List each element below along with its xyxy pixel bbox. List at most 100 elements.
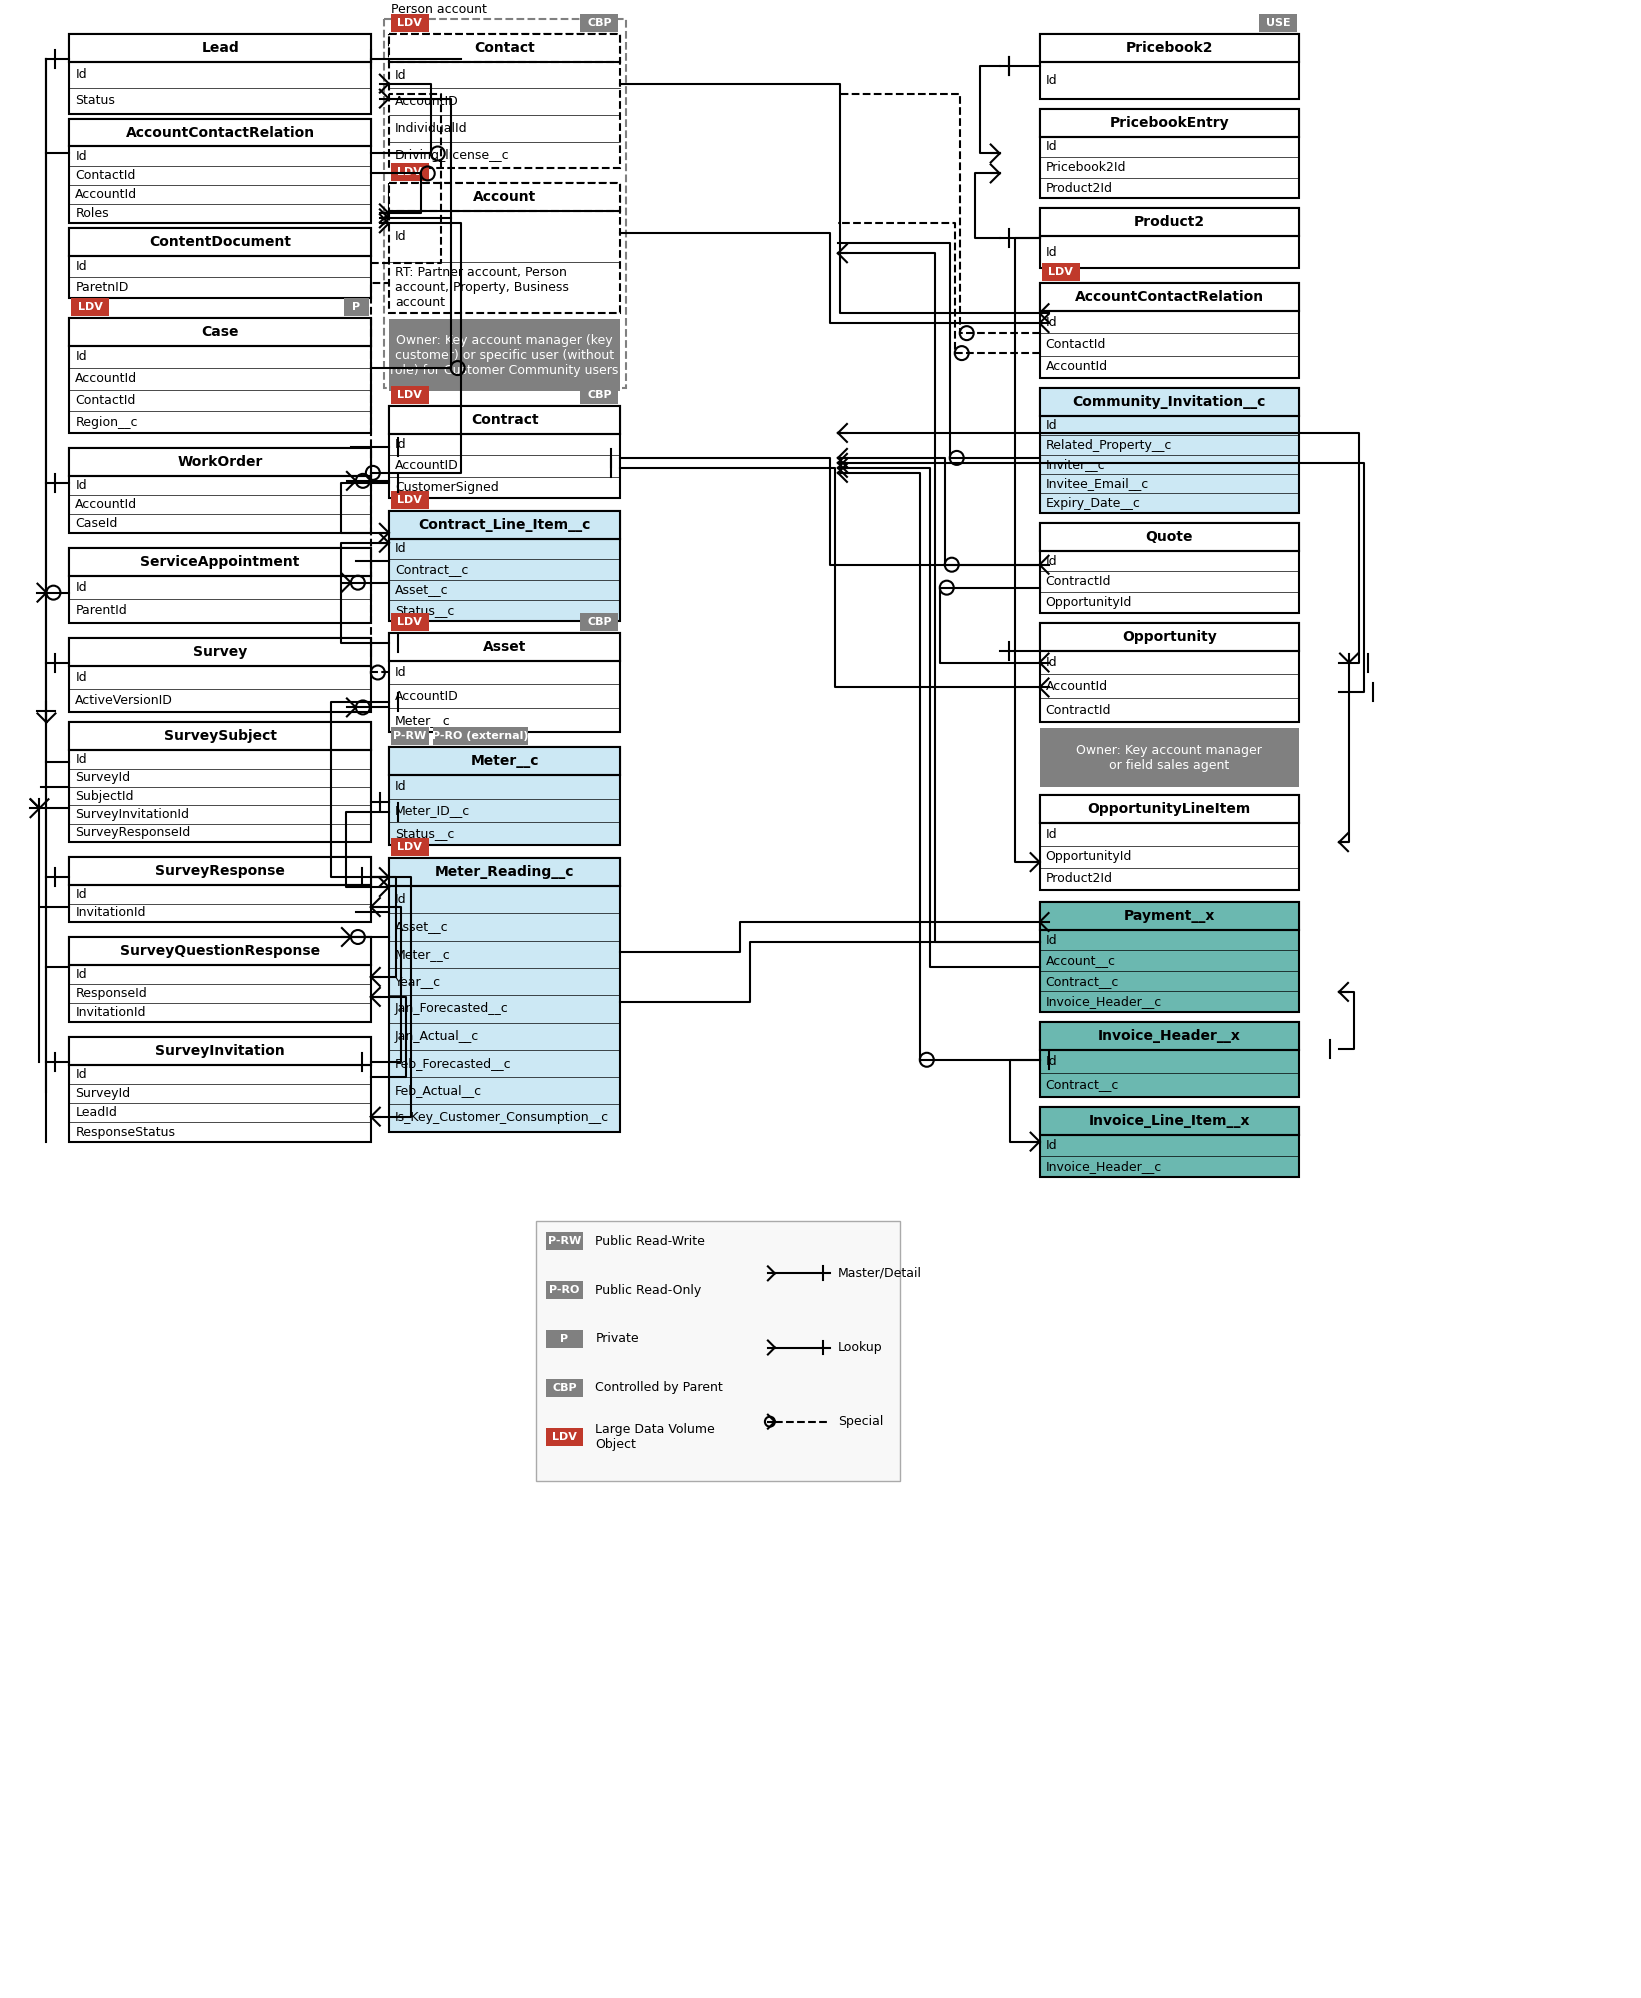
Bar — [1040, 34, 1300, 62]
Text: Lead: Lead — [202, 40, 240, 54]
Bar — [389, 406, 620, 434]
Text: SurveyInvitation: SurveyInvitation — [156, 1043, 286, 1057]
Text: Meter__c: Meter__c — [471, 755, 538, 769]
Text: Survey: Survey — [194, 645, 248, 659]
Bar — [545, 1379, 584, 1397]
Text: Contract_Line_Item__c: Contract_Line_Item__c — [418, 517, 591, 531]
Text: Jan_Actual__c: Jan_Actual__c — [395, 1029, 479, 1043]
Text: LDV: LDV — [397, 496, 422, 505]
Text: Contract__c: Contract__c — [1045, 975, 1119, 987]
Text: AccountContactRelation: AccountContactRelation — [1075, 290, 1264, 304]
Bar — [69, 547, 371, 575]
Bar — [545, 1233, 584, 1251]
Bar — [545, 1281, 584, 1299]
Text: SurveySubject: SurveySubject — [164, 729, 277, 743]
Bar — [69, 1037, 371, 1141]
Text: CBP: CBP — [587, 390, 612, 400]
Bar — [1040, 901, 1300, 1011]
Bar — [69, 937, 371, 965]
Text: OpportunityId: OpportunityId — [1045, 595, 1132, 609]
Text: Id: Id — [1045, 1139, 1057, 1151]
Text: AccountId: AccountId — [1045, 360, 1108, 374]
Text: Person account: Person account — [391, 2, 487, 16]
Text: Special: Special — [839, 1415, 883, 1429]
Bar — [389, 747, 620, 845]
Bar — [389, 511, 620, 539]
Bar — [545, 1429, 584, 1447]
Text: SurveyInvitationId: SurveyInvitationId — [75, 807, 189, 821]
Text: P-RW: P-RW — [394, 731, 427, 741]
Bar — [391, 727, 428, 745]
Text: Expiry_Date__c: Expiry_Date__c — [1045, 498, 1140, 509]
Text: Related_Property__c: Related_Property__c — [1045, 438, 1172, 452]
Text: Account__c: Account__c — [1045, 955, 1116, 967]
Text: LDV: LDV — [1049, 268, 1073, 278]
Bar — [345, 298, 369, 316]
Text: ContractId: ContractId — [1045, 703, 1111, 717]
Bar — [1040, 34, 1300, 98]
Text: Id: Id — [75, 260, 87, 274]
Text: AccountId: AccountId — [75, 498, 138, 511]
Bar — [391, 839, 428, 857]
Text: P-RO (external): P-RO (external) — [432, 731, 528, 741]
Text: Account: Account — [473, 190, 537, 204]
Text: AccountId: AccountId — [1045, 679, 1108, 693]
Bar — [69, 1037, 371, 1065]
Text: Jan_Forecasted__c: Jan_Forecasted__c — [395, 1003, 509, 1015]
Text: ParentId: ParentId — [75, 603, 126, 617]
Text: ContactId: ContactId — [1045, 338, 1106, 352]
Text: Is_Key_Customer_Consumption__c: Is_Key_Customer_Consumption__c — [395, 1111, 609, 1125]
Text: LDV: LDV — [397, 168, 422, 178]
Text: Private: Private — [596, 1333, 638, 1345]
Text: OpportunityId: OpportunityId — [1045, 851, 1132, 863]
Text: AccountId: AccountId — [75, 188, 138, 202]
Bar — [69, 318, 371, 346]
Text: USE: USE — [1265, 18, 1290, 28]
Text: Id: Id — [75, 150, 87, 162]
Text: Id: Id — [1045, 655, 1057, 669]
Text: CBP: CBP — [587, 617, 612, 627]
Text: Id: Id — [1045, 420, 1057, 432]
Text: Community_Invitation__c: Community_Invitation__c — [1073, 396, 1265, 410]
Bar — [389, 34, 620, 168]
Text: Invitee_Email__c: Invitee_Email__c — [1045, 478, 1149, 490]
Bar — [433, 727, 527, 745]
Text: Driving_license__c: Driving_license__c — [395, 148, 509, 162]
Text: LDV: LDV — [77, 302, 103, 312]
Text: Invoice_Header__c: Invoice_Header__c — [1045, 1159, 1162, 1173]
Bar — [69, 228, 371, 256]
Bar — [1040, 108, 1300, 198]
Bar — [69, 857, 371, 885]
Text: OpportunityLineItem: OpportunityLineItem — [1088, 803, 1250, 817]
Text: Invoice_Header__x: Invoice_Header__x — [1098, 1029, 1241, 1043]
Text: Region__c: Region__c — [75, 416, 138, 430]
Bar — [389, 633, 620, 733]
Text: Meter_Reading__c: Meter_Reading__c — [435, 865, 574, 879]
Text: ContractId: ContractId — [1045, 575, 1111, 587]
Text: Product2: Product2 — [1134, 216, 1204, 230]
Bar — [384, 18, 627, 388]
Text: Id: Id — [395, 543, 407, 555]
Bar — [69, 937, 371, 1021]
Text: Id: Id — [75, 671, 87, 683]
Bar — [69, 448, 371, 533]
Bar — [389, 511, 620, 621]
Bar — [1040, 623, 1300, 651]
Bar — [581, 386, 619, 404]
Text: Id: Id — [75, 967, 87, 981]
Text: RT: Partner account, Person
account, Property, Business
account: RT: Partner account, Person account, Pro… — [395, 266, 569, 310]
Bar — [1040, 1021, 1300, 1049]
Bar — [1040, 729, 1300, 787]
Bar — [69, 118, 371, 146]
Text: Id: Id — [1045, 74, 1057, 86]
Bar — [69, 34, 371, 62]
Text: Meter_ID__c: Meter_ID__c — [395, 803, 469, 817]
Bar — [389, 34, 620, 62]
Bar — [391, 14, 428, 32]
Text: CBP: CBP — [587, 18, 612, 28]
Text: Asset__c: Asset__c — [395, 583, 448, 597]
Text: Meter__c: Meter__c — [395, 947, 451, 961]
Bar — [69, 723, 371, 751]
Text: Public Read-Write: Public Read-Write — [596, 1235, 706, 1247]
Bar — [581, 613, 619, 631]
